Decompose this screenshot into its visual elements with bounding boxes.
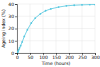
tick: 150 [52, 53, 61, 60]
marker [94, 4, 95, 5]
tick-label: 300 [91, 55, 100, 60]
marker [50, 8, 52, 10]
marker [30, 22, 32, 24]
tick-mark [15, 4, 17, 5]
tick-label: 20 [8, 26, 14, 31]
tick-mark [15, 29, 17, 30]
tick-label: 250 [78, 55, 87, 60]
tick-label: 100 [39, 55, 48, 60]
tick: 300 [91, 53, 100, 60]
marker [20, 45, 22, 47]
marker [73, 4, 75, 6]
marker [58, 6, 60, 8]
y-axis-title: Ageing index (%) [1, 9, 6, 48]
marker [19, 47, 21, 49]
tick-mark [15, 16, 17, 17]
marker [66, 5, 68, 7]
x-axis-title: Time (hours) [41, 61, 71, 66]
grid-line [17, 16, 95, 17]
tick: 0 [16, 53, 19, 60]
marker [18, 49, 20, 51]
grid-line [17, 40, 95, 41]
tick-label: 50 [28, 55, 34, 60]
marker [45, 10, 47, 12]
marker [17, 52, 18, 53]
tick-label: 0 [11, 51, 14, 56]
x-axis: 0 50 100 150 200 250 300 [16, 53, 100, 60]
tick-label: 0 [16, 55, 19, 60]
tick-label: 150 [52, 55, 61, 60]
grid-line [17, 4, 95, 5]
grid [17, 4, 95, 53]
tick-label: 10 [8, 39, 14, 44]
tick-mark [15, 53, 17, 54]
marker [89, 4, 91, 6]
tick: 20 [8, 26, 17, 31]
tick: 40 [8, 2, 17, 7]
tick-mark [15, 41, 17, 42]
tick: 10 [8, 39, 17, 44]
tick: 30 [8, 14, 17, 19]
axis-line [15, 5, 18, 54]
marker [34, 17, 36, 19]
marker [81, 4, 83, 6]
tick: 200 [65, 53, 74, 60]
marker [17, 51, 19, 53]
y-axis: 0 10 20 30 40 [8, 2, 17, 56]
tick: 250 [78, 53, 87, 60]
tick: 50 [28, 53, 34, 60]
marker [21, 41, 23, 43]
tick-label: 30 [8, 14, 14, 19]
tick: 0 [11, 51, 17, 56]
marker [27, 29, 29, 31]
tick-label: 200 [65, 55, 74, 60]
line [17, 4, 95, 52]
tick-label: 40 [8, 2, 14, 7]
tick: 100 [39, 53, 48, 60]
chart: 0 50 100 150 200 250 300 0 10 20 30 40 Time (hours) A… [0, 0, 100, 67]
marker [23, 36, 25, 38]
marker [40, 13, 42, 15]
plot-area [17, 4, 95, 53]
